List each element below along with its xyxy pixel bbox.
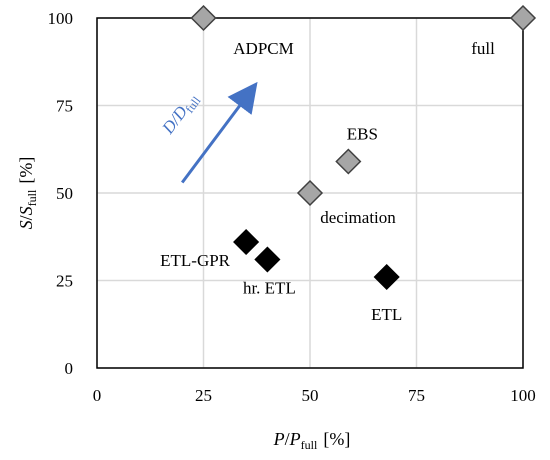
data-point-hr-etl: [254, 246, 281, 273]
direction-arrow: [180, 81, 258, 184]
data-point-ebs: [335, 148, 362, 175]
point-label: ETL: [371, 305, 402, 324]
x-tick-label: 0: [93, 386, 102, 405]
x-tick-label: 75: [408, 386, 425, 405]
y-tick-label: 75: [56, 97, 73, 116]
x-tick-label: 50: [302, 386, 319, 405]
arrow-label: D/Dfull: [158, 89, 204, 140]
point-label: ADPCM: [233, 39, 293, 58]
data-point-full: [509, 4, 537, 32]
point-label: ETL-GPR: [160, 251, 231, 270]
y-axis-label: S/Sfull[%]: [16, 157, 39, 230]
y-tick-label: 25: [56, 272, 73, 291]
x-tick-label: 25: [195, 386, 212, 405]
y-tick-label: 50: [56, 184, 73, 203]
data-point-etl: [373, 263, 400, 291]
point-labels: ADPCM full EBS decimation ETL-GPR hr. ETL ETL: [160, 39, 495, 324]
point-label: hr. ETL: [243, 279, 296, 298]
data-point-decimation: [296, 179, 324, 207]
plot-area: [96, 17, 524, 369]
data-point-adpcm: [190, 4, 217, 32]
x-axis-label: P/Pfull [%]: [273, 429, 351, 452]
y-tick-label: 0: [65, 359, 74, 378]
y-tick-label: 100: [48, 9, 74, 28]
point-label: EBS: [347, 125, 378, 144]
point-label: full: [471, 39, 495, 58]
data-point-etl-gpr: [233, 228, 260, 256]
x-tick-label: 100: [510, 386, 536, 405]
data-points: [190, 4, 537, 291]
point-label: decimation: [320, 208, 396, 227]
tick-labels: 0 25 50 75 100 0 25 50 75 100: [48, 9, 536, 405]
